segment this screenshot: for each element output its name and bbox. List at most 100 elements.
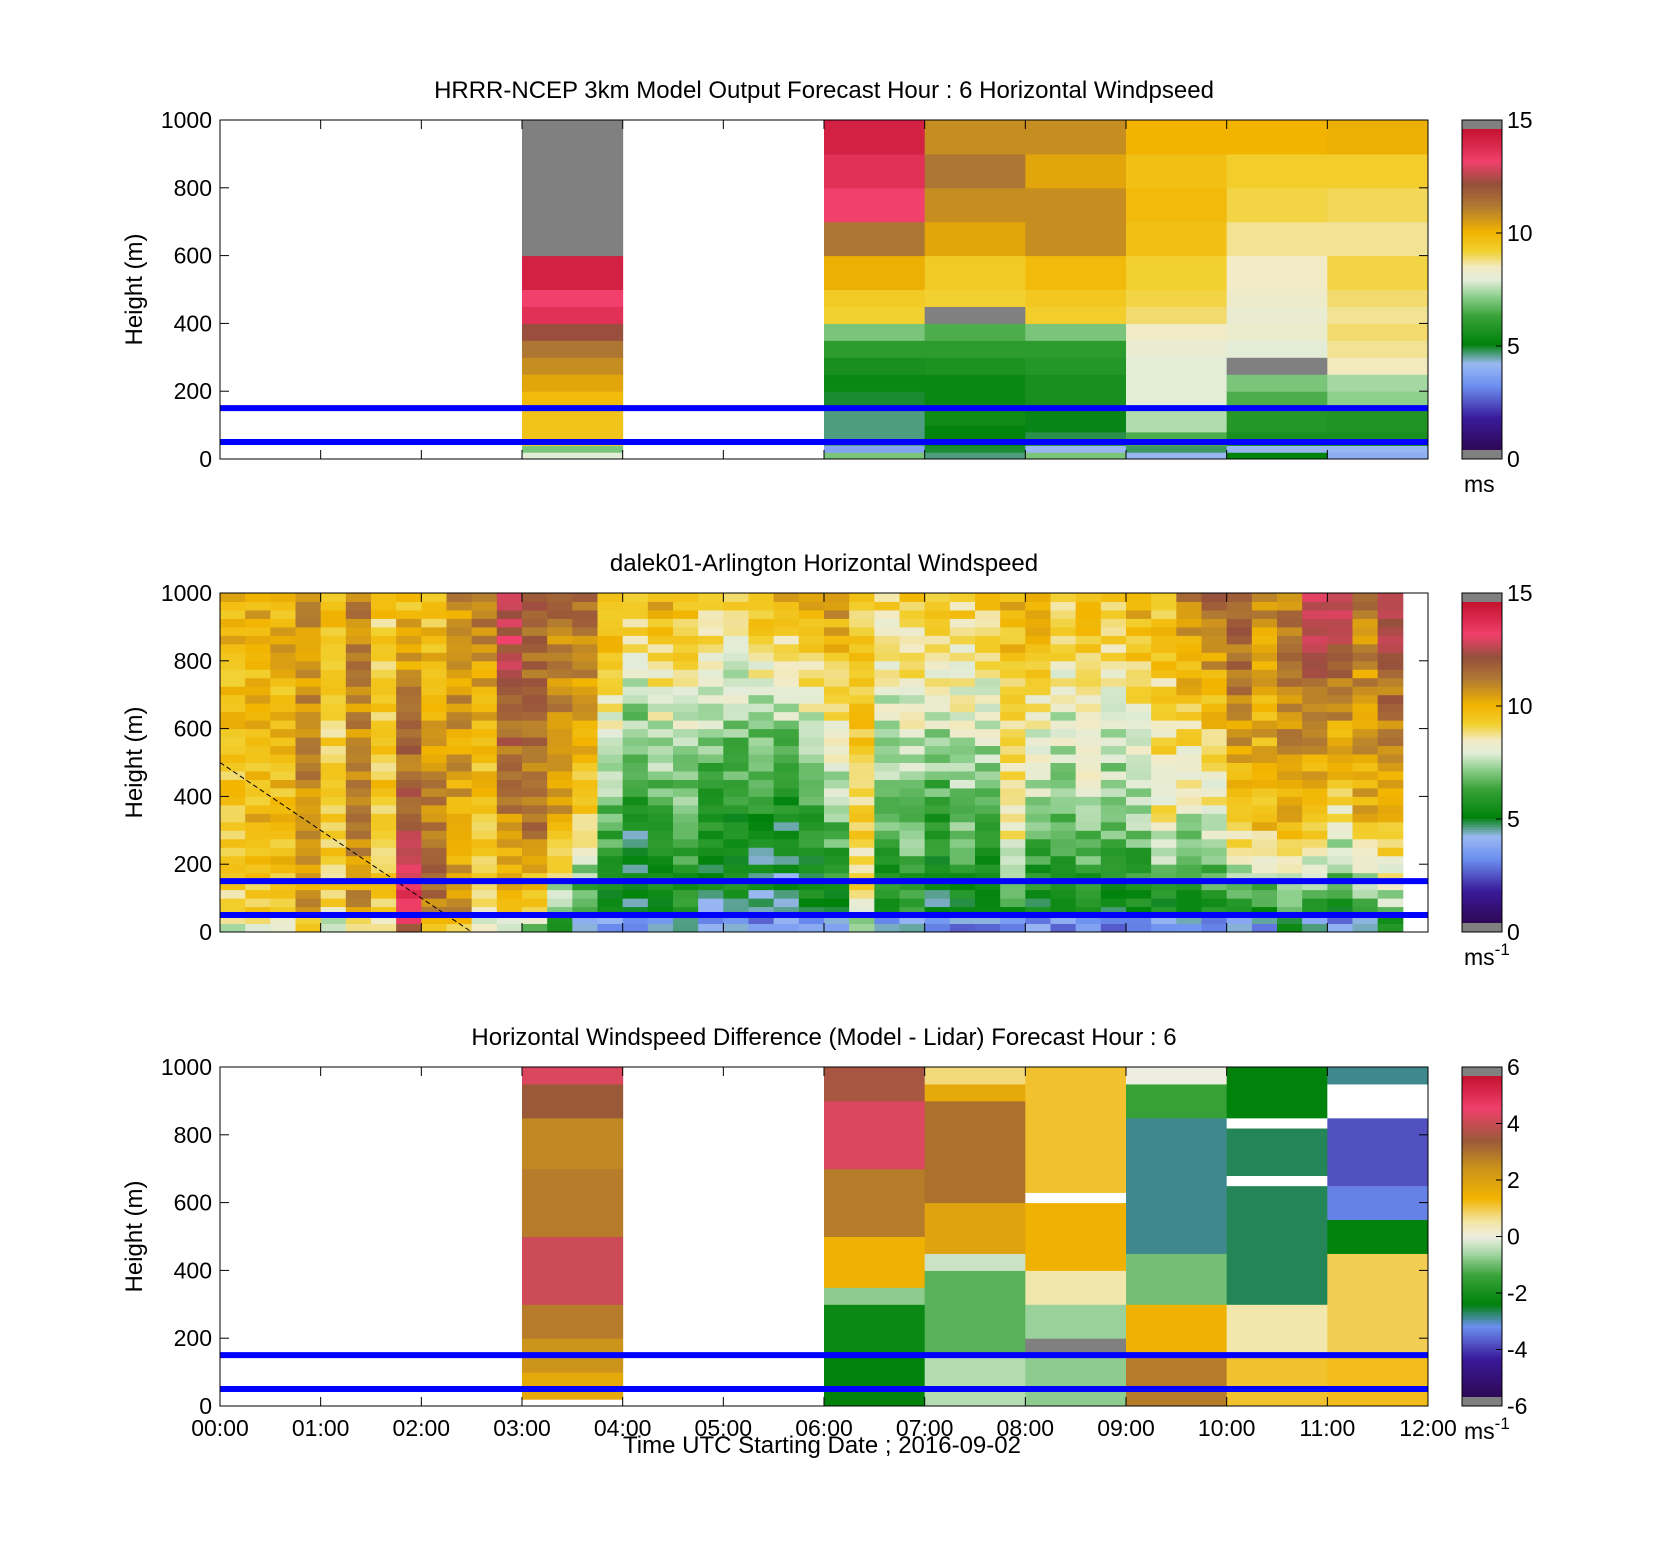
colorbar-segment [1462, 618, 1502, 622]
heatmap-cell [949, 728, 976, 738]
heatmap-cell [597, 906, 624, 916]
heatmap-cell [1025, 340, 1127, 358]
heatmap-cell [647, 677, 674, 687]
colorbar-segment [1462, 1105, 1502, 1109]
heatmap-cell [673, 652, 699, 662]
heatmap-cell [773, 770, 800, 780]
colorbar-segment [1462, 1346, 1502, 1350]
heatmap-cell [1000, 906, 1026, 916]
heatmap-cell [1050, 626, 1077, 636]
heatmap-cell [572, 660, 598, 670]
heatmap-cell [1377, 703, 1404, 713]
heatmap-cell [597, 872, 624, 882]
heatmap-cell [522, 445, 624, 453]
heatmap-cell [1226, 881, 1253, 891]
heatmap-cell [849, 601, 875, 611]
heatmap-cell [1176, 669, 1202, 679]
heatmap-cell [899, 618, 926, 628]
heatmap-cell [245, 618, 271, 628]
heatmap-cell [1201, 635, 1228, 645]
heatmap-cell [899, 593, 926, 602]
colorbar-segment [1462, 1247, 1502, 1251]
heatmap-cell [496, 745, 523, 755]
heatmap-cell [1377, 779, 1404, 789]
heatmap-cell [245, 779, 271, 789]
heatmap-cell [1075, 804, 1102, 814]
heatmap-cell [522, 601, 548, 611]
colorbar-segment [1462, 1273, 1502, 1278]
heatmap-cell [522, 635, 548, 645]
heatmap-cell [622, 643, 649, 653]
heatmap-cell [1176, 898, 1202, 908]
heatmap-cell [647, 855, 674, 865]
colorbar-segment [1462, 1311, 1502, 1315]
heatmap-cell [949, 779, 976, 789]
heatmap-cell [723, 660, 749, 670]
heatmap-cell [522, 745, 548, 755]
heatmap-cell [1201, 745, 1228, 755]
heatmap-cell [673, 864, 699, 874]
heatmap-cell [220, 593, 246, 602]
colorbar-segment [1462, 727, 1502, 731]
heatmap-cell [245, 677, 271, 687]
heatmap-cell [220, 830, 246, 840]
heatmap-cell [270, 635, 296, 645]
heatmap-cell [647, 626, 674, 636]
colorbar-segment [1462, 318, 1502, 323]
heatmap-cell [798, 626, 825, 636]
heatmap-cell [874, 898, 900, 908]
colorbar-segment [1462, 1386, 1502, 1390]
heatmap-cell [924, 609, 951, 619]
heatmap-cell [396, 787, 422, 797]
heatmap-cell [849, 898, 875, 908]
heatmap-cell [899, 762, 926, 772]
heatmap-cell [949, 686, 976, 696]
heatmap-cell [824, 855, 850, 865]
heatmap-cell [446, 796, 473, 806]
colorbar-segment [1462, 1177, 1502, 1181]
heatmap-cell [1126, 593, 1152, 602]
heatmap-cell [1302, 745, 1328, 755]
colorbar-segment [1462, 270, 1502, 274]
heatmap-cell [1126, 720, 1152, 730]
heatmap-cell [1126, 779, 1152, 789]
heatmap-cell [1226, 340, 1328, 358]
heatmap-cell [1327, 187, 1429, 223]
y-tick-label: 600 [174, 1190, 212, 1216]
colorbar-segment [1462, 898, 1502, 903]
y-tick-label: 200 [174, 378, 212, 404]
heatmap-cell [924, 720, 951, 730]
colorbar-segment [1462, 733, 1502, 737]
y-axis-label: Height (m) [121, 706, 148, 818]
heatmap-cell [1226, 804, 1253, 814]
heatmap-cell [1327, 1117, 1429, 1187]
heatmap-cell [1201, 652, 1228, 662]
heatmap-cell [496, 821, 523, 831]
y-tick-label: 600 [174, 716, 212, 742]
heatmap-cell [421, 626, 447, 636]
heatmap-cell [1377, 923, 1404, 933]
heatmap-cell [471, 711, 498, 721]
heatmap-cell [874, 915, 900, 925]
heatmap-cell [320, 601, 347, 611]
heatmap-cell [1226, 677, 1253, 687]
heatmap-cell [673, 779, 699, 789]
heatmap-cell [1176, 626, 1202, 636]
heatmap-cell [673, 694, 699, 704]
heatmap-cell [1176, 779, 1202, 789]
heatmap-cell [924, 357, 1026, 375]
heatmap-cell [1025, 618, 1051, 628]
heatmap-cell [723, 737, 749, 747]
heatmap-cell [798, 923, 825, 933]
heatmap-cell [1151, 745, 1177, 755]
heatmap-cell [1100, 881, 1127, 891]
heatmap-cell [899, 787, 926, 797]
heatmap-cell [1302, 593, 1328, 602]
heatmap-cell [1075, 813, 1102, 823]
heatmap-cell [522, 821, 548, 831]
heatmap-cell [1075, 745, 1102, 755]
heatmap-cell [245, 652, 271, 662]
heatmap-cell [270, 762, 296, 772]
x-tick-label: 04:00 [594, 1415, 652, 1441]
heatmap-cell [1226, 1185, 1328, 1305]
